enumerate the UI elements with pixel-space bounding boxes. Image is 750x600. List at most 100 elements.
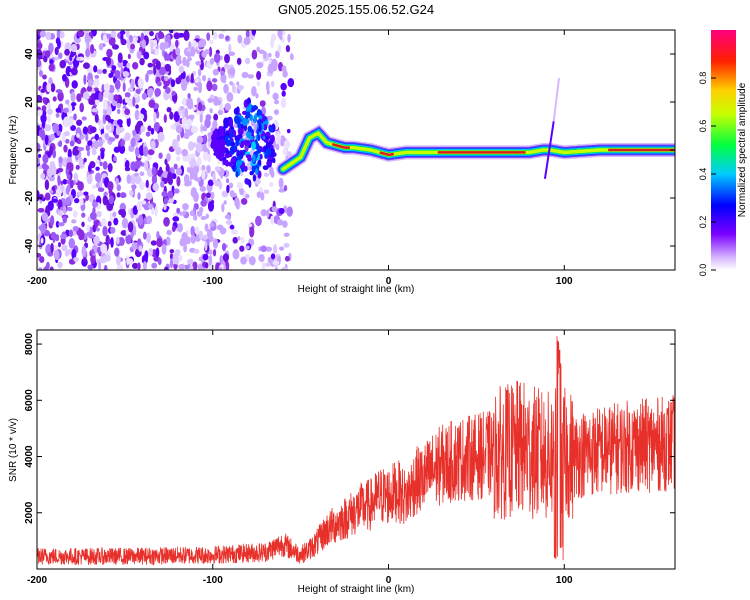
heatmap-cell xyxy=(248,136,254,141)
heatmap-cell xyxy=(138,113,145,120)
heatmap-cell xyxy=(77,181,84,191)
heatmap-cell xyxy=(64,42,71,51)
heatmap-cell xyxy=(226,91,234,103)
heatmap-cell xyxy=(60,233,67,239)
heatmap-cell xyxy=(62,107,69,113)
heatmap-cell xyxy=(161,190,168,198)
heatmap-cell xyxy=(38,128,45,138)
heatmap-cell xyxy=(166,229,172,236)
heatmap-cell xyxy=(212,238,219,249)
heatmap-cell xyxy=(222,253,230,262)
heatmap-cell xyxy=(204,223,209,232)
heatmap-cell xyxy=(144,160,149,171)
heatmap-cell xyxy=(206,228,213,239)
heatmap-cell xyxy=(287,77,295,88)
heatmap-cell xyxy=(273,99,280,105)
heatmap-cell xyxy=(49,145,53,156)
heatmap-cell xyxy=(212,173,216,184)
heatmap-cell xyxy=(260,191,265,201)
heatmap-cell xyxy=(134,109,140,121)
heatmap-cell xyxy=(208,39,214,45)
heatmap-cell xyxy=(178,254,183,262)
heatmap-cell xyxy=(102,195,108,206)
heatmap-cell xyxy=(42,74,47,80)
heatmap-cell xyxy=(176,134,181,142)
heatmap-cell xyxy=(215,99,222,106)
heatmap-cell xyxy=(165,236,171,246)
heatmap-cell xyxy=(87,164,92,173)
heatmap-cell xyxy=(234,115,240,124)
heatmap-cell xyxy=(102,34,108,43)
heatmap-cell xyxy=(47,114,51,124)
heatmap-cell xyxy=(202,253,209,261)
heatmap-cell xyxy=(133,93,139,98)
heatmap-cell xyxy=(265,246,273,252)
heatmap-cell xyxy=(66,162,74,171)
heatmap-cell xyxy=(145,131,151,137)
heatmap-cell xyxy=(154,205,158,217)
heatmap-cell xyxy=(49,59,54,65)
heatmap-cell xyxy=(106,48,113,58)
heatmap-cell xyxy=(101,217,107,228)
heatmap-cell xyxy=(37,157,40,165)
heatmap-cell xyxy=(158,152,163,159)
heatmap-cell xyxy=(176,176,181,187)
heatmap-cell xyxy=(81,245,87,257)
heatmap-cell xyxy=(148,247,154,257)
heatmap-cell xyxy=(155,60,161,70)
heatmap-cell xyxy=(91,145,97,156)
heatmap-cell xyxy=(170,79,176,88)
heatmap-cell xyxy=(151,173,158,185)
heatmap-cell xyxy=(70,91,76,103)
heatmap-cell xyxy=(237,236,241,241)
heatmap-cell xyxy=(156,110,160,119)
x-tick-label: -100 xyxy=(203,276,223,287)
heatmap-cell xyxy=(166,106,172,113)
heatmap-cell xyxy=(247,74,255,79)
heatmap-cell xyxy=(135,218,141,223)
heatmap-cell xyxy=(207,179,214,187)
heatmap-cell xyxy=(124,159,130,170)
heatmap-cell xyxy=(192,261,198,270)
heatmap-cell xyxy=(37,109,43,117)
heatmap-cell xyxy=(251,30,257,36)
heatmap-cell xyxy=(226,178,230,184)
heatmap-cell xyxy=(270,134,275,143)
heatmap-cell xyxy=(228,182,234,189)
heatmap-cell xyxy=(236,81,240,86)
heatmap-cell xyxy=(91,201,99,208)
heatmap-cell xyxy=(45,31,52,41)
heatmap-cell xyxy=(137,192,141,200)
heatmap-cell xyxy=(107,220,112,227)
heatmap-cell xyxy=(209,222,215,228)
heatmap-cell xyxy=(200,199,207,207)
heatmap-cell xyxy=(116,108,121,115)
heatmap-cell xyxy=(181,80,188,92)
heatmap-cell xyxy=(88,31,93,37)
heatmap-cell xyxy=(172,252,179,263)
heatmap-cell xyxy=(138,245,143,252)
heatmap-cell xyxy=(286,206,293,217)
heatmap-cell xyxy=(223,83,229,94)
heatmap-cell xyxy=(41,212,49,222)
heatmap-cell xyxy=(258,254,265,262)
heatmap-cell xyxy=(270,215,275,226)
heatmap-cell xyxy=(217,109,223,116)
heatmap-cell xyxy=(60,237,66,245)
heatmap-cell xyxy=(122,82,126,92)
heatmap-cell xyxy=(46,168,54,178)
heatmap-cell xyxy=(172,138,178,150)
heatmap-cell xyxy=(201,125,208,132)
heatmap-cell xyxy=(93,78,100,88)
heatmap-cell xyxy=(165,53,171,62)
heatmap-cell xyxy=(63,144,68,153)
heatmap-cell xyxy=(181,110,186,119)
heatmap-cell xyxy=(263,50,267,59)
heatmap-cell xyxy=(201,50,207,58)
heatmap-cell xyxy=(119,144,126,155)
heatmap-cell xyxy=(51,198,59,203)
heatmap-cell xyxy=(88,98,95,106)
heatmap-cell xyxy=(134,146,140,157)
heatmap-cell xyxy=(231,192,238,198)
